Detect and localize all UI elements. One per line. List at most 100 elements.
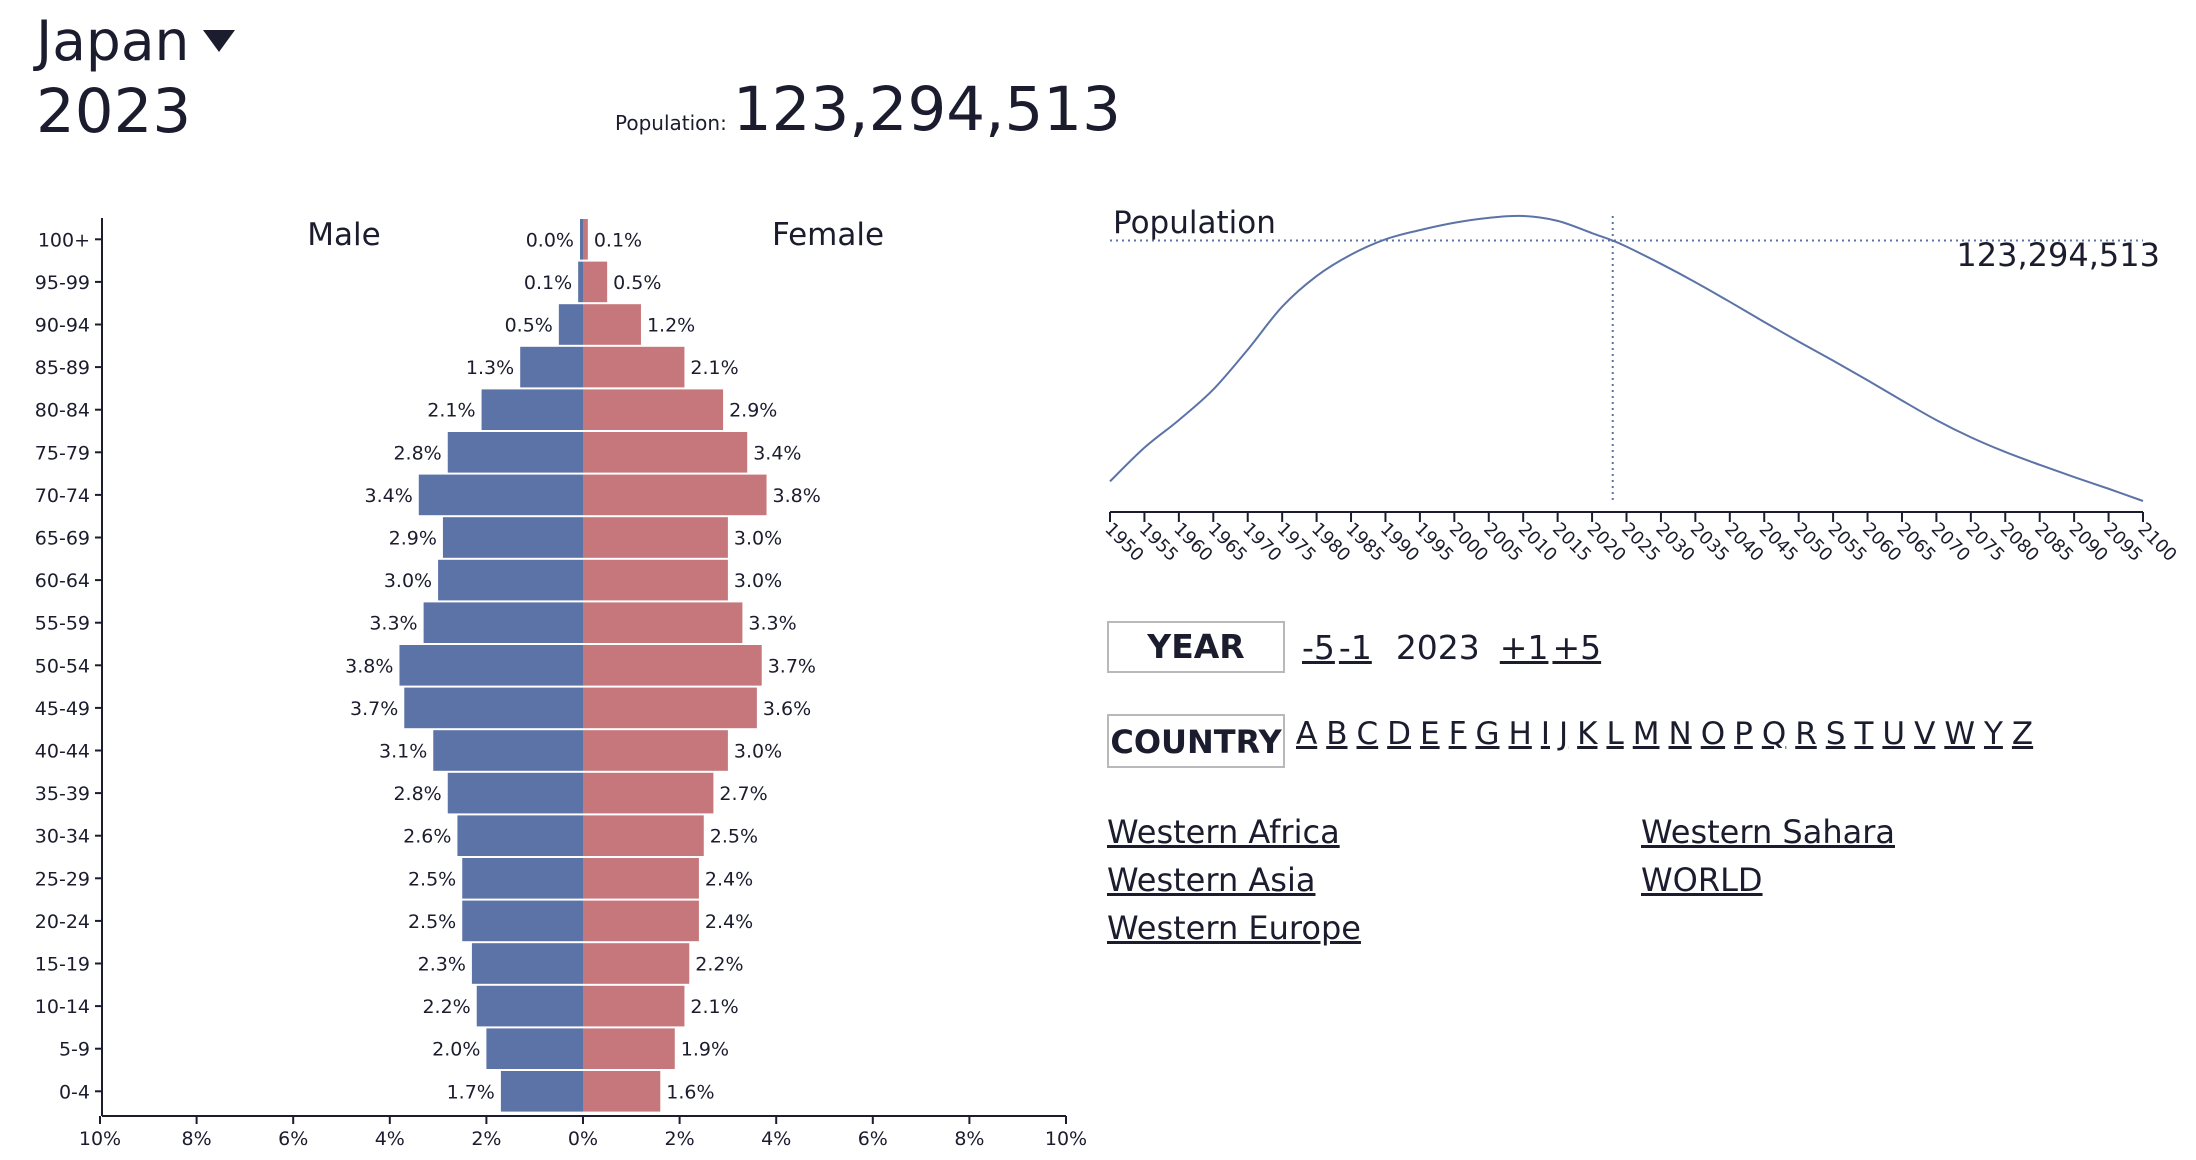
current-year-display: 2023 <box>1395 628 1480 667</box>
male-bar <box>399 645 583 686</box>
male-bar <box>462 900 583 942</box>
female-value-label: 2.4% <box>705 868 753 890</box>
male-value-label: 3.0% <box>384 570 432 592</box>
line-x-tick-label: 1950 <box>1100 519 1147 566</box>
female-bar <box>583 559 728 601</box>
pyramid-x-tick-label: 0% <box>568 1128 598 1150</box>
female-value-label: 1.2% <box>647 315 695 337</box>
region-link-western-asia[interactable]: Western Asia <box>1107 861 1316 899</box>
male-bar <box>442 517 583 558</box>
pyramid-x-tick-label: 10% <box>1045 1128 1087 1150</box>
dropdown-arrow-icon[interactable] <box>203 29 236 52</box>
region-link-western-africa[interactable]: Western Africa <box>1107 813 1340 851</box>
male-bar <box>457 815 583 856</box>
female-value-label: 1.9% <box>681 1039 729 1061</box>
country-letter-link-v[interactable]: V <box>1914 716 1936 752</box>
country-letter-link-o[interactable]: O <box>1700 716 1726 752</box>
line-x-tick-label: 2020 <box>1583 519 1630 566</box>
line-x-tick-label: 2070 <box>1927 519 1974 566</box>
minus-5-year-link[interactable]: -5 <box>1302 628 1335 667</box>
country-letter-link-a[interactable]: A <box>1296 716 1318 752</box>
age-group-label: 85-89 <box>35 357 90 379</box>
female-value-label: 0.5% <box>613 272 661 294</box>
male-bar <box>418 474 583 516</box>
female-value-label: 3.0% <box>734 570 782 592</box>
female-value-label: 3.0% <box>734 741 782 763</box>
female-value-label: 0.1% <box>594 229 642 251</box>
pyramid-bars <box>399 219 767 1112</box>
line-x-tick-label: 2100 <box>2133 519 2180 566</box>
country-letter-link-d[interactable]: D <box>1387 716 1412 752</box>
country-letter-link-w[interactable]: W <box>1944 716 1975 752</box>
female-value-label: 3.6% <box>763 698 811 720</box>
country-letter-link-f[interactable]: F <box>1448 716 1467 752</box>
male-value-label: 3.1% <box>379 741 427 763</box>
female-bar <box>583 985 685 1027</box>
pyramid-x-tick-label: 6% <box>858 1128 888 1150</box>
pyramid-x-tick-label: 6% <box>278 1128 308 1150</box>
female-value-label: 2.2% <box>695 954 743 976</box>
male-value-label: 3.4% <box>364 485 412 507</box>
country-letter-link-z[interactable]: Z <box>2011 716 2034 752</box>
age-group-label: 5-9 <box>59 1039 90 1061</box>
region-link-western-europe[interactable]: Western Europe <box>1107 909 1361 947</box>
country-letter-link-t[interactable]: T <box>1854 716 1874 752</box>
region-link-world[interactable]: WORLD <box>1641 861 1763 899</box>
region-link-western-sahara[interactable]: Western Sahara <box>1641 813 1895 851</box>
line-x-tick-label: 1995 <box>1410 519 1457 566</box>
female-value-label: 3.8% <box>773 485 821 507</box>
population-label: Population: <box>615 111 727 135</box>
country-letter-link-j[interactable]: J <box>1558 716 1569 752</box>
country-letter-link-u[interactable]: U <box>1882 716 1906 752</box>
male-bar <box>578 261 583 303</box>
country-letter-link-r[interactable]: R <box>1795 716 1817 752</box>
country-letter-link-s[interactable]: S <box>1825 716 1846 752</box>
female-bar <box>583 517 728 558</box>
age-group-label: 80-84 <box>35 400 90 422</box>
country-letter-link-m[interactable]: M <box>1632 716 1660 752</box>
male-bar <box>500 1071 583 1112</box>
male-value-label: 0.5% <box>505 315 553 337</box>
plus-1-year-link[interactable]: +1 <box>1499 628 1549 667</box>
country-letter-link-n[interactable]: N <box>1668 716 1692 752</box>
male-bar <box>433 730 583 771</box>
line-x-tick-label: 2050 <box>1789 519 1836 566</box>
female-bar <box>583 858 699 899</box>
line-x-tick-label: 2090 <box>2065 519 2112 566</box>
country-letter-link-q[interactable]: Q <box>1761 716 1787 752</box>
male-value-label: 1.3% <box>466 357 514 379</box>
country-letter-link-e[interactable]: E <box>1420 716 1440 752</box>
minus-1-year-link[interactable]: -1 <box>1338 628 1372 667</box>
line-x-tick-label: 1980 <box>1307 519 1354 566</box>
age-group-label: 50-54 <box>35 655 90 677</box>
country-letter-link-g[interactable]: G <box>1475 716 1500 752</box>
country-letter-link-c[interactable]: C <box>1356 716 1379 752</box>
line-x-tick-label: 1975 <box>1273 519 1320 566</box>
female-bar <box>583 304 641 345</box>
male-bar <box>558 304 583 345</box>
year-stepper: -5 -1 2023 +1 +5 <box>1302 624 1601 672</box>
female-value-label: 3.0% <box>734 528 782 550</box>
country-letter-link-k[interactable]: K <box>1577 716 1598 752</box>
country-letter-link-l[interactable]: L <box>1606 716 1624 752</box>
female-value-label: 2.1% <box>690 996 738 1018</box>
line-x-tick-label: 2015 <box>1548 519 1595 566</box>
country-letter-link-h[interactable]: H <box>1508 716 1532 752</box>
pyramid-x-tick-label: 4% <box>761 1128 791 1150</box>
line-x-axis: 1950195519601965197019751980198519901995… <box>1100 511 2180 566</box>
male-value-label: 2.3% <box>418 954 466 976</box>
plus-5-year-link[interactable]: +5 <box>1552 628 1602 667</box>
line-x-tick-label: 1965 <box>1204 519 1251 566</box>
country-letter-link-b[interactable]: B <box>1326 716 1348 752</box>
female-bar <box>583 772 714 814</box>
male-value-label: 0.0% <box>526 229 574 251</box>
country-letter-link-y[interactable]: Y <box>1983 716 2003 752</box>
country-letter-link-p[interactable]: P <box>1734 716 1753 752</box>
age-group-label: 90-94 <box>35 315 90 337</box>
country-letter-link-i[interactable]: I <box>1540 716 1550 752</box>
female-bar <box>583 730 728 771</box>
country-selector[interactable]: Japan <box>36 8 236 74</box>
female-bar <box>583 645 762 686</box>
female-value-label: 3.7% <box>768 655 816 677</box>
year-title: 2023 <box>36 76 192 147</box>
